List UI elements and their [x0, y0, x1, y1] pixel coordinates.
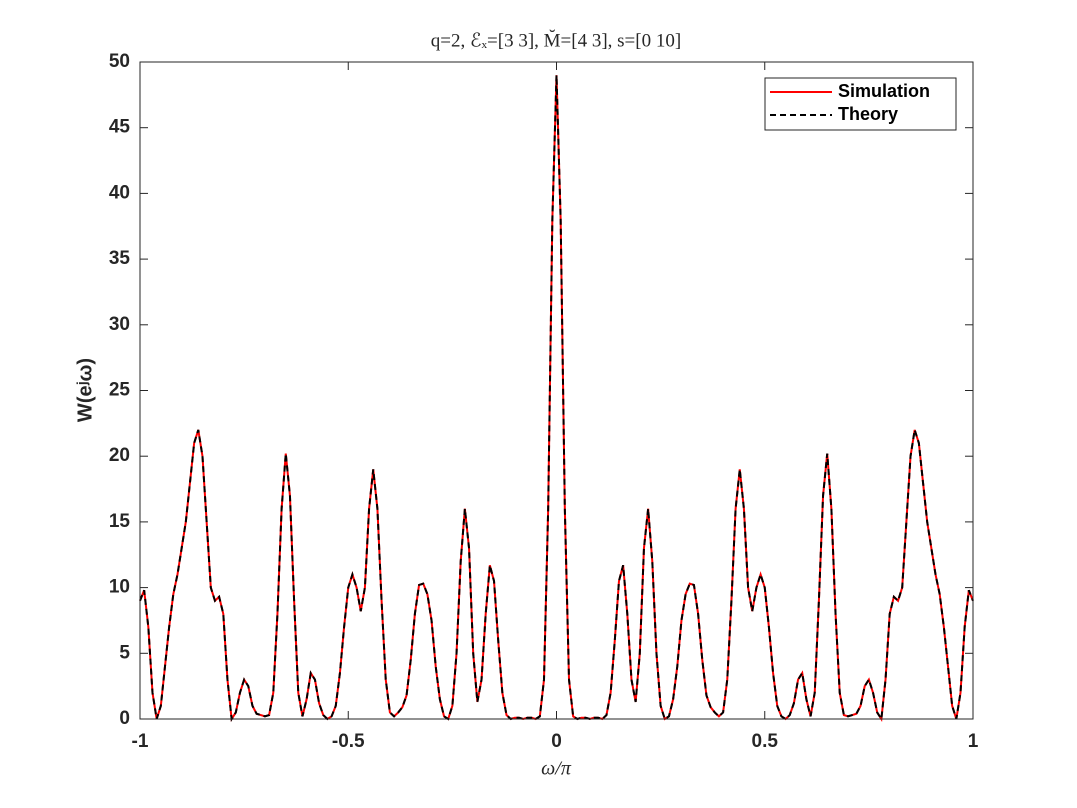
y-tick-label: 10 — [109, 577, 130, 598]
x-tick-label: -1 — [132, 731, 149, 752]
x-tick-label: 0 — [551, 731, 562, 752]
legend-label: Simulation — [838, 81, 930, 101]
y-tick-label: 0 — [119, 708, 130, 729]
chart-title: q=2, ℰₓ=[3 3], M̆=[4 3], s=[0 10] — [431, 29, 681, 52]
y-tick-label: 5 — [119, 642, 130, 663]
legend-label: Theory — [838, 104, 898, 124]
plot-area — [140, 62, 973, 719]
y-axis-label: W(eʲω) — [74, 358, 96, 422]
axes-box — [139, 61, 974, 720]
x-tick-label: 1 — [968, 731, 979, 752]
legend-box — [764, 77, 957, 131]
y-tick-label: 30 — [109, 314, 130, 335]
legend: Simulation Theory — [764, 77, 957, 131]
y-tick-label: 45 — [109, 117, 131, 138]
y-tick-label: 25 — [109, 380, 131, 401]
x-tick-label: -0.5 — [332, 731, 365, 752]
y-tick-label: 35 — [109, 248, 131, 269]
y-tick-label: 20 — [109, 445, 130, 466]
y-tick-label: 50 — [109, 51, 130, 72]
y-tick-label: 40 — [109, 182, 130, 203]
x-tick-label: 0.5 — [752, 731, 779, 752]
x-axis-label: ω/π — [541, 758, 572, 780]
series-line — [139, 75, 974, 722]
y-tick-label: 15 — [109, 511, 131, 532]
